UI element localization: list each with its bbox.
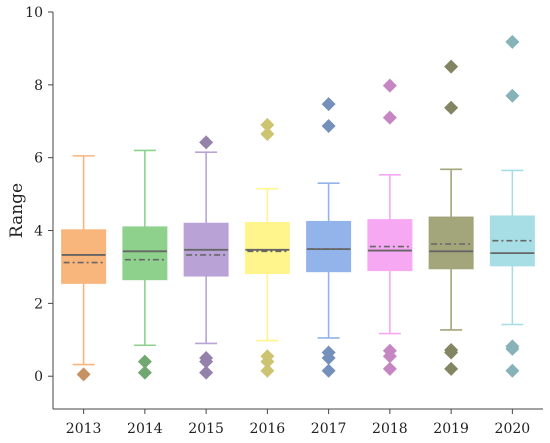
outlier-point xyxy=(321,97,336,112)
outlier-point xyxy=(137,365,152,380)
y-ticks: 0 2 4 6 8 10 xyxy=(25,5,53,385)
box-2018 xyxy=(367,78,413,376)
outlier-point xyxy=(260,363,275,378)
outlier-point xyxy=(382,361,397,376)
y-tick-label: 10 xyxy=(25,5,43,21)
outlier-point xyxy=(505,88,520,103)
box-2014 xyxy=(122,149,168,380)
outlier-point xyxy=(444,342,459,357)
outlier-point xyxy=(505,363,520,378)
iqr-box xyxy=(122,226,168,281)
y-axis-title: Range xyxy=(7,183,27,238)
outlier-point xyxy=(505,339,520,354)
box-2015 xyxy=(183,135,229,380)
outlier-point xyxy=(199,351,214,366)
iqr-box xyxy=(61,229,107,284)
outlier-point xyxy=(321,363,336,378)
outlier-point xyxy=(321,345,336,360)
box-2016 xyxy=(244,117,290,378)
outlier-point xyxy=(382,343,397,358)
outlier-point xyxy=(505,34,520,49)
x-tick-label: 2015 xyxy=(188,421,224,437)
outlier-point xyxy=(260,127,275,142)
outlier-point xyxy=(321,119,336,134)
outlier-point xyxy=(199,365,214,380)
y-tick-label: 0 xyxy=(34,369,43,385)
y-tick-label: 4 xyxy=(34,224,43,240)
iqr-box xyxy=(367,219,413,272)
outlier-point xyxy=(260,349,275,364)
x-tick-label: 2017 xyxy=(311,421,347,437)
outlier-point xyxy=(444,59,459,74)
y-tick-label: 6 xyxy=(34,151,43,167)
iqr-box xyxy=(428,216,474,270)
outlier-point xyxy=(137,354,152,369)
outlier-point xyxy=(444,361,459,376)
box-2020 xyxy=(489,34,535,378)
outlier-point xyxy=(260,117,275,132)
outlier-point xyxy=(444,100,459,115)
box-2019 xyxy=(428,59,474,376)
x-tick-label: 2016 xyxy=(250,421,286,437)
boxes-layer xyxy=(61,34,535,382)
iqr-box xyxy=(244,222,290,275)
y-tick-label: 8 xyxy=(34,78,43,94)
x-tick-label: 2020 xyxy=(495,421,531,437)
outlier-point xyxy=(382,110,397,125)
outlier-point xyxy=(76,367,91,382)
x-tick-label: 2018 xyxy=(372,421,408,437)
outlier-point xyxy=(199,135,214,150)
outlier-point xyxy=(382,78,397,93)
x-ticks: 2013 2014 2015 2016 2017 2018 2019 2020 xyxy=(66,409,530,437)
y-tick-label: 2 xyxy=(34,296,43,312)
iqr-box xyxy=(306,220,352,273)
x-tick-label: 2014 xyxy=(127,421,163,437)
box-2013 xyxy=(61,155,107,382)
x-tick-label: 2019 xyxy=(433,421,469,437)
box-2017 xyxy=(306,97,352,378)
x-tick-label: 2013 xyxy=(66,421,102,437)
